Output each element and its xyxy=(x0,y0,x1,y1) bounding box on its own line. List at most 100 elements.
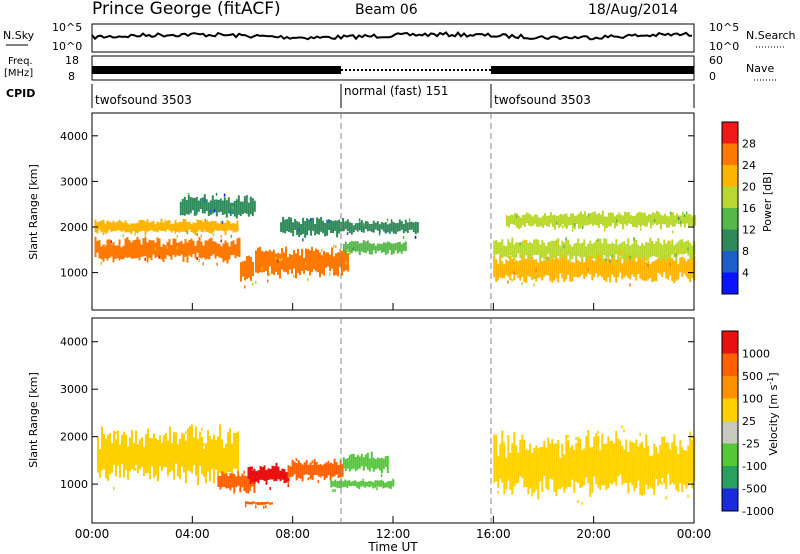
velocity-band-0-col xyxy=(125,434,127,470)
freq-bar-seg-3 xyxy=(491,66,694,74)
power-band-0-col xyxy=(150,240,153,261)
power-band-0-col xyxy=(212,241,215,255)
velocity-band-0-col xyxy=(181,433,183,467)
velocity-speckle xyxy=(330,479,332,483)
velocity-speckle xyxy=(360,483,362,487)
power-speckle xyxy=(565,213,568,217)
power-band-5-col xyxy=(292,222,295,237)
power-band-4-col xyxy=(263,251,265,272)
power-band-4-col xyxy=(301,248,303,271)
power-speckle xyxy=(346,232,349,236)
power-band-9-col xyxy=(647,242,650,261)
velocity-band-0-col xyxy=(225,443,227,475)
power-band-0-col xyxy=(138,239,141,261)
velocity-band-5-col xyxy=(346,480,349,488)
power-band-8-col xyxy=(641,259,644,281)
power-ylabel: Slant Range [km] xyxy=(27,164,40,260)
velocity-speckle xyxy=(631,457,633,461)
power-band-10-col xyxy=(675,213,678,224)
power-heatmap xyxy=(94,192,696,289)
power-band-1-col xyxy=(194,223,197,235)
power-band-9-col xyxy=(655,241,658,258)
power-speckle xyxy=(178,246,180,250)
velocity-band-7-col xyxy=(513,432,516,487)
velocity-band-6-col xyxy=(251,501,253,505)
power-speckle xyxy=(293,274,295,278)
power-band-9-col xyxy=(609,243,612,256)
power-band-5-col xyxy=(326,219,329,236)
power-speckle xyxy=(390,219,393,223)
power-band-8-col xyxy=(539,252,542,278)
velocity-band-1-col xyxy=(233,474,236,492)
power-speckle xyxy=(561,225,564,229)
power-band-2-col xyxy=(203,194,206,214)
power-band-0-col xyxy=(202,245,205,258)
power-band-6-col xyxy=(376,243,379,252)
power-speckle xyxy=(571,228,574,232)
power-band-8-col xyxy=(595,255,598,274)
power-band-8-col xyxy=(657,257,660,273)
power-band-10-col xyxy=(641,212,644,226)
velocity-band-7-col xyxy=(687,445,690,486)
velocity-band-5-col xyxy=(352,481,355,486)
power-band-10-col xyxy=(599,214,602,224)
power-band-10-col xyxy=(601,210,604,226)
velocity-band-1-col xyxy=(225,473,228,489)
power-band-0-col xyxy=(108,239,111,259)
velocity-band-7-col xyxy=(501,430,504,483)
velocity-speckle xyxy=(350,461,353,465)
power-speckle xyxy=(581,226,584,230)
velocity-band-7-col xyxy=(663,436,666,484)
power-band-0-col xyxy=(228,246,231,260)
power-band-8-col xyxy=(503,264,506,279)
power-speckle xyxy=(649,263,651,267)
vel-cbar-swatch-3 xyxy=(722,421,738,444)
power-band-0-col xyxy=(194,245,197,259)
power-band-8-col xyxy=(645,262,648,282)
power-speckle xyxy=(333,244,335,248)
power-band-7-col xyxy=(350,223,353,235)
power-band-4-col xyxy=(267,251,269,276)
power-band-9-col xyxy=(583,239,586,257)
power-speckle xyxy=(166,245,168,249)
velocity-band-0-col xyxy=(227,432,229,473)
velocity-speckle xyxy=(243,470,245,474)
xtick-label-2: 08:00 xyxy=(275,527,310,541)
velocity-speckle xyxy=(315,470,318,474)
power-band-10-col xyxy=(567,216,570,226)
power-band-0-col xyxy=(200,241,203,259)
power-band-10-col xyxy=(573,215,576,230)
power-speckle xyxy=(164,220,166,224)
velocity-band-0-col xyxy=(217,436,219,478)
velocity-band-0-col xyxy=(99,449,101,478)
velocity-band-7-col xyxy=(583,448,586,485)
velocity-band-7-col xyxy=(595,433,598,485)
power-band-8-col xyxy=(663,258,666,273)
power-speckle xyxy=(519,242,521,246)
power-band-8-col xyxy=(665,259,668,279)
power-band-8-col xyxy=(605,259,608,282)
velocity-band-7-col xyxy=(557,440,560,490)
power-band-10-col xyxy=(563,213,566,228)
power-band-0-col xyxy=(230,241,233,256)
velocity-band-7-col xyxy=(549,443,552,479)
power-band-6-col xyxy=(342,244,345,252)
velocity-band-6-col xyxy=(267,501,269,504)
power-band-10-col xyxy=(653,213,656,224)
power-speckle xyxy=(408,218,411,222)
power-band-9-col xyxy=(689,243,692,262)
power-band-7-col xyxy=(376,221,379,231)
power-band-10-col xyxy=(575,215,578,225)
power-speckle xyxy=(310,217,312,221)
power-band-1-col xyxy=(148,222,151,231)
power-speckle xyxy=(577,218,580,222)
velocity-speckle xyxy=(265,505,267,509)
power-speckle xyxy=(404,244,407,248)
velocity-band-3-col xyxy=(335,462,338,475)
velocity-band-0-col xyxy=(107,434,109,481)
velocity-band-7-col xyxy=(525,449,528,487)
velocity-band-0-col xyxy=(153,433,155,478)
velocity-speckle xyxy=(352,454,355,458)
power-band-10-col xyxy=(629,215,632,224)
power-band-9-col xyxy=(659,242,662,261)
